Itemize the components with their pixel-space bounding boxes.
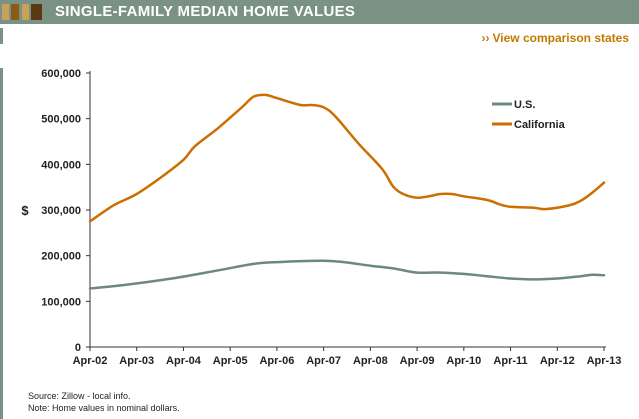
x-tick-label: Apr-05 bbox=[213, 355, 248, 367]
source-note: Source: Zillow - local info. bbox=[28, 391, 131, 401]
legend-label: U.S. bbox=[514, 99, 535, 111]
chart-title: SINGLE-FAMILY MEDIAN HOME VALUES bbox=[55, 3, 356, 20]
view-comparison-label: View comparison states bbox=[492, 31, 630, 45]
brand-block bbox=[22, 4, 29, 20]
left-rule-main bbox=[0, 68, 3, 419]
x-tick-label: Apr-10 bbox=[446, 355, 481, 367]
x-tick-label: Apr-12 bbox=[540, 355, 575, 367]
view-comparison-link[interactable]: ›› View comparison states bbox=[482, 31, 630, 45]
series-line-california bbox=[88, 93, 606, 223]
x-tick-label: Apr-09 bbox=[400, 355, 435, 367]
x-tick-label: Apr-13 bbox=[587, 355, 622, 367]
y-tick-label: 300,000 bbox=[41, 205, 81, 217]
x-tick-label: Apr-11 bbox=[493, 355, 527, 367]
legend-label: California bbox=[514, 119, 566, 131]
y-axis-label: $ bbox=[21, 203, 29, 218]
y-tick-label: 600,000 bbox=[41, 68, 81, 80]
left-rule-top bbox=[0, 28, 3, 44]
x-tick-label: Apr-03 bbox=[119, 355, 154, 367]
series-line-us bbox=[88, 259, 606, 290]
y-tick-label: 400,000 bbox=[41, 159, 81, 171]
values-note: Note: Home values in nominal dollars. bbox=[28, 403, 180, 413]
y-tick-label: 100,000 bbox=[41, 296, 81, 308]
double-chevron-icon: ›› bbox=[481, 31, 490, 45]
brand-block bbox=[11, 4, 19, 20]
brand-block bbox=[2, 4, 9, 20]
x-tick-label: Apr-04 bbox=[166, 355, 202, 367]
header-bar: SINGLE-FAMILY MEDIAN HOME VALUES bbox=[0, 0, 639, 24]
y-tick-label: 200,000 bbox=[41, 251, 81, 263]
x-tick-label: Apr-06 bbox=[259, 355, 294, 367]
x-tick-label: Apr-07 bbox=[306, 355, 341, 367]
brand-block bbox=[31, 4, 42, 20]
x-tick-label: Apr-02 bbox=[73, 355, 108, 367]
y-tick-label: 0 bbox=[75, 342, 81, 354]
x-tick-label: Apr-08 bbox=[353, 355, 388, 367]
y-tick-label: 500,000 bbox=[41, 114, 81, 126]
